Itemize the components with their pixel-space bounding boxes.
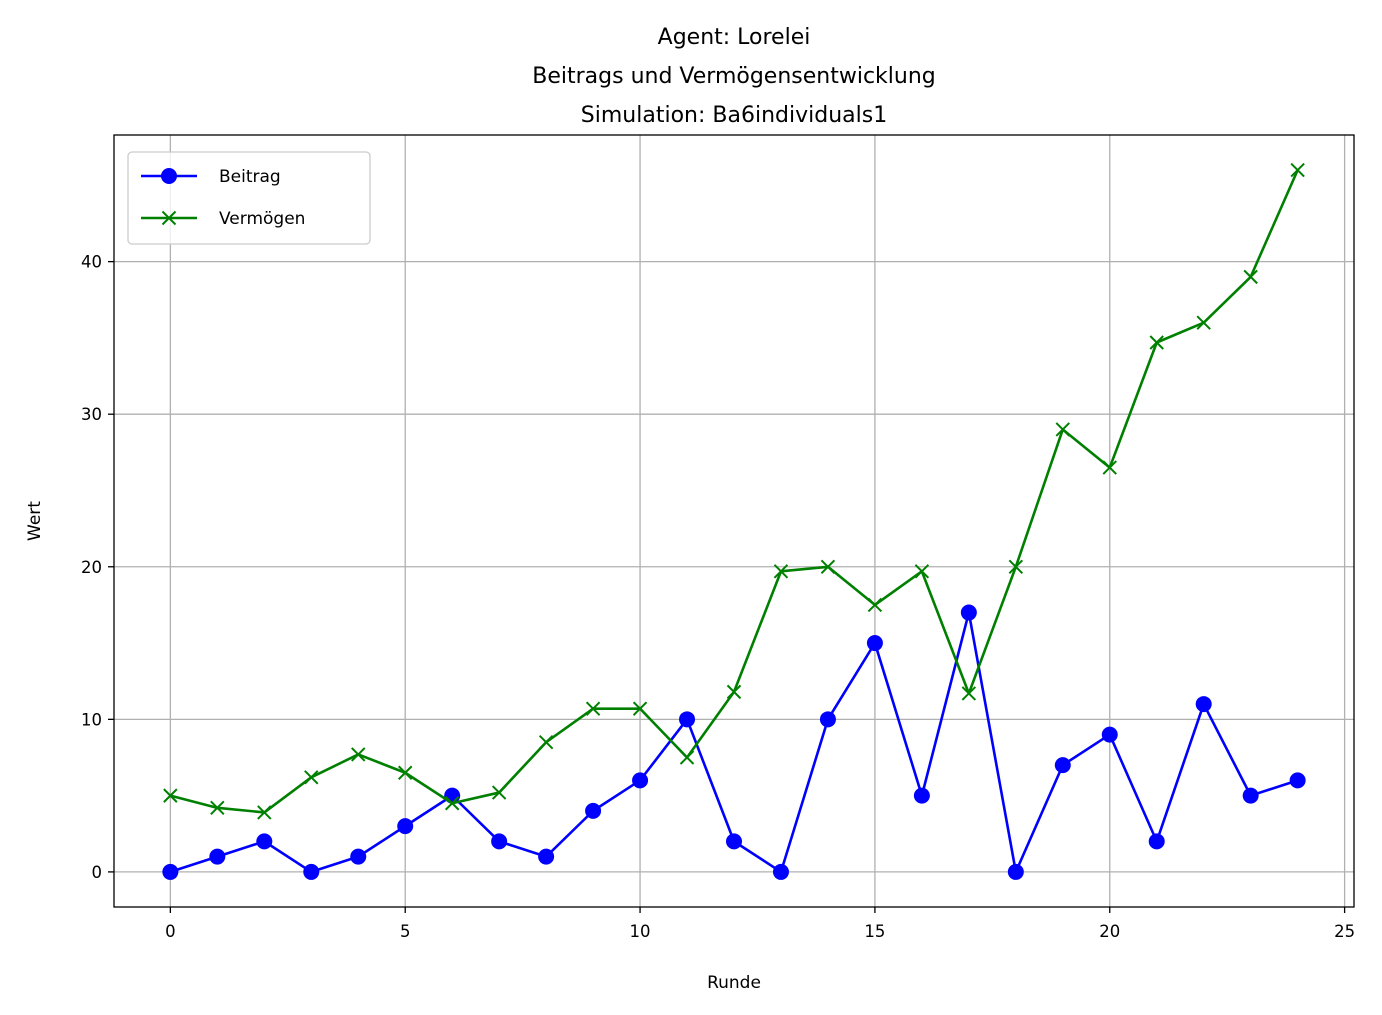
series-line bbox=[169, 611, 1299, 874]
plot-series bbox=[162, 162, 1306, 880]
data-point-x bbox=[679, 750, 695, 765]
data-point-x bbox=[210, 800, 225, 816]
series-1 bbox=[163, 162, 1305, 820]
title-line-3: Simulation: Ba6individuals1 bbox=[581, 103, 887, 128]
data-point-circle bbox=[679, 711, 696, 728]
grid-lines bbox=[114, 135, 1354, 907]
data-point-x bbox=[444, 796, 460, 811]
data-point-x bbox=[773, 564, 789, 579]
data-point-circle bbox=[819, 711, 836, 728]
x-tick-label: 5 bbox=[400, 922, 411, 941]
data-point-circle bbox=[632, 772, 649, 789]
axis-ticks: 0 5 10 15 20 25 0 10 20 30 40 bbox=[81, 253, 1355, 941]
series-0 bbox=[162, 604, 1306, 880]
title-line-2: Beitrags und Vermögensentwicklung bbox=[532, 64, 936, 89]
data-point-circle bbox=[397, 818, 414, 835]
data-point-x bbox=[1196, 315, 1211, 330]
y-axis-label: Wert bbox=[25, 501, 45, 541]
data-point-circle bbox=[866, 635, 883, 652]
data-point-x bbox=[257, 805, 272, 820]
data-point-circle bbox=[1242, 787, 1259, 804]
data-point-x bbox=[914, 564, 930, 579]
x-tick-label: 15 bbox=[864, 922, 885, 941]
data-point-circle bbox=[726, 833, 742, 850]
data-point-circle bbox=[1054, 757, 1071, 774]
legend-label: Vermögen bbox=[219, 209, 305, 229]
data-point-x bbox=[867, 597, 883, 613]
y-tick-label: 20 bbox=[81, 558, 102, 577]
x-axis-label: Runde bbox=[707, 973, 761, 993]
data-point-circle bbox=[491, 833, 508, 850]
data-point-circle bbox=[772, 863, 789, 880]
data-point-circle bbox=[350, 848, 367, 865]
data-point-x bbox=[163, 788, 178, 803]
legend-label: Beitrag bbox=[219, 167, 281, 187]
plot-frame bbox=[113, 134, 1355, 908]
legend-marker bbox=[161, 210, 177, 226]
legend-marker bbox=[161, 168, 177, 184]
y-tick-label: 0 bbox=[92, 863, 103, 882]
legend: Beitrag Vermögen bbox=[127, 151, 371, 245]
x-tick-label: 10 bbox=[630, 922, 651, 941]
data-point-x bbox=[1008, 559, 1024, 574]
x-tick-label: 20 bbox=[1099, 922, 1120, 941]
data-point-circle bbox=[913, 787, 930, 804]
data-point-x bbox=[961, 686, 977, 701]
chart-title: Agent: Lorelei Beitrags und Vermögensent… bbox=[532, 25, 936, 128]
x-tick-label: 0 bbox=[165, 922, 176, 941]
data-point-circle bbox=[585, 802, 602, 819]
data-point-x bbox=[398, 765, 413, 780]
data-point-circle bbox=[209, 848, 226, 865]
y-tick-label: 40 bbox=[81, 253, 102, 272]
title-line-1: Agent: Lorelei bbox=[658, 25, 811, 50]
x-tick-label: 25 bbox=[1334, 922, 1355, 941]
data-point-circle bbox=[162, 863, 179, 880]
data-point-circle bbox=[1289, 772, 1306, 789]
data-point-x bbox=[820, 559, 836, 574]
data-point-x bbox=[585, 701, 601, 716]
data-point-x bbox=[304, 770, 319, 785]
y-tick-label: 10 bbox=[81, 710, 102, 729]
data-point-x bbox=[1102, 460, 1117, 475]
data-point-x bbox=[632, 701, 648, 716]
series-line bbox=[170, 169, 1299, 814]
data-point-circle bbox=[960, 604, 977, 621]
y-tick-label: 30 bbox=[81, 405, 102, 424]
data-point-circle bbox=[303, 863, 320, 880]
data-point-x bbox=[1243, 269, 1258, 285]
legend-box bbox=[127, 151, 371, 245]
data-point-x bbox=[1290, 162, 1305, 178]
data-point-x bbox=[726, 684, 742, 700]
data-point-circle bbox=[538, 848, 555, 865]
data-point-x bbox=[538, 735, 554, 750]
data-point-circle bbox=[1007, 863, 1024, 880]
data-point-x bbox=[491, 785, 507, 800]
data-point-x bbox=[1055, 422, 1070, 437]
data-point-circle bbox=[256, 833, 273, 850]
data-point-circle bbox=[1148, 833, 1165, 850]
data-point-x bbox=[351, 747, 366, 762]
data-point-x bbox=[1149, 335, 1164, 350]
data-point-circle bbox=[1101, 726, 1118, 743]
data-point-circle bbox=[1195, 696, 1212, 713]
